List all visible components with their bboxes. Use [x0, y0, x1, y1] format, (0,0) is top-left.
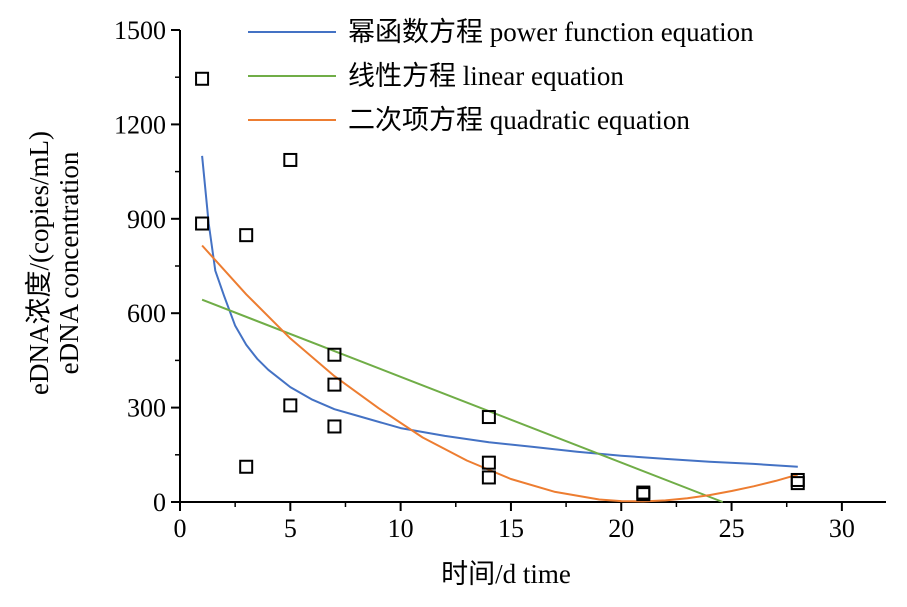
fit-curve-3 — [201, 244, 799, 503]
data-point — [195, 71, 210, 86]
data-point — [481, 455, 496, 470]
x-tick-label: 20 — [608, 514, 634, 543]
data-point — [283, 152, 298, 167]
data-point — [195, 216, 210, 231]
legend-label-3: 二次项方程 quadratic equation — [348, 105, 690, 135]
data-point — [239, 459, 254, 474]
data-point — [327, 419, 342, 434]
data-point — [239, 228, 254, 243]
y-tick-label: 900 — [127, 205, 166, 234]
legend-label-2: 线性方程 linear equation — [348, 61, 624, 91]
legend-label-1: 幂函数方程 power function equation — [348, 17, 754, 47]
y-axis-label-line-2: eDNA concentration — [54, 151, 84, 374]
data-point — [327, 377, 342, 392]
y-tick-label: 1500 — [114, 16, 166, 45]
x-tick-label: 25 — [719, 514, 745, 543]
y-tick-label: 0 — [153, 488, 166, 517]
fit-curve-1 — [201, 155, 798, 468]
y-tick-label: 1200 — [114, 110, 166, 139]
data-point — [481, 470, 496, 485]
data-point — [636, 487, 651, 502]
fit-curves — [201, 155, 799, 503]
y-axis-label-line-1: eDNA浓度/(copies/mL) — [24, 131, 54, 395]
legend: 幂函数方程 power function equation 线性方程 linear… — [248, 17, 754, 135]
data-point — [327, 347, 342, 362]
x-tick-label: 10 — [388, 514, 414, 543]
x-tick-label: 15 — [498, 514, 524, 543]
x-tick-label: 5 — [284, 514, 297, 543]
data-point — [790, 476, 805, 491]
data-point — [283, 398, 298, 413]
fit-curve-2 — [201, 298, 724, 503]
data-point — [481, 410, 496, 425]
x-axis-label: 时间/d time — [441, 559, 571, 589]
y-tick-label: 600 — [127, 299, 166, 328]
y-axis-label: eDNA浓度/(copies/mL) eDNA concentration — [24, 131, 84, 395]
y-tick-label: 300 — [127, 394, 166, 423]
x-tick-label: 0 — [174, 514, 187, 543]
data-points — [195, 71, 805, 502]
x-tick-label: 30 — [829, 514, 855, 543]
